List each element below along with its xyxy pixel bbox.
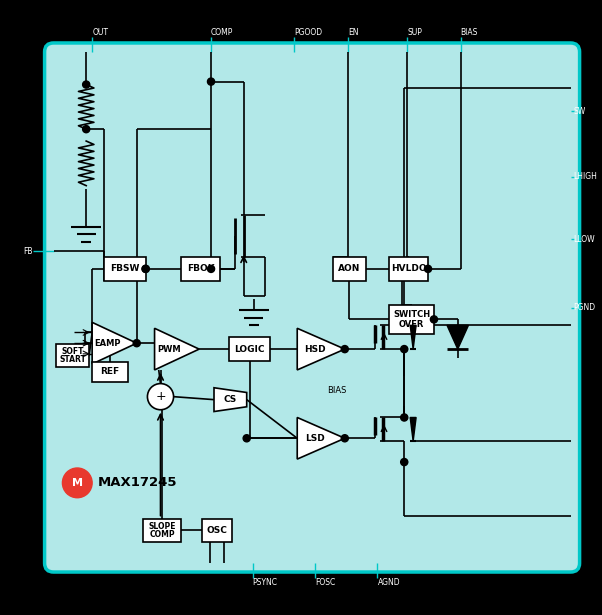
Text: BIAS: BIAS [461, 28, 478, 37]
Text: SWITCH: SWITCH [393, 310, 430, 319]
Polygon shape [92, 322, 137, 364]
FancyBboxPatch shape [57, 344, 89, 367]
Text: SOFT: SOFT [61, 347, 84, 356]
Circle shape [82, 125, 90, 133]
Text: M: M [72, 478, 83, 488]
Text: LHIGH: LHIGH [574, 172, 598, 181]
Circle shape [341, 435, 349, 442]
Circle shape [142, 265, 149, 272]
FancyBboxPatch shape [202, 518, 232, 542]
Text: PGOOD: PGOOD [294, 28, 323, 37]
Circle shape [401, 459, 408, 466]
Polygon shape [155, 328, 199, 370]
Circle shape [208, 78, 214, 85]
Text: FB: FB [23, 247, 33, 255]
Text: FBSW: FBSW [110, 264, 140, 273]
Text: START: START [60, 355, 86, 364]
Text: PSYNC: PSYNC [253, 578, 278, 587]
FancyBboxPatch shape [143, 518, 181, 542]
Polygon shape [297, 328, 345, 370]
Text: PWM: PWM [158, 344, 181, 354]
Polygon shape [410, 418, 416, 441]
Text: BIAS: BIAS [327, 386, 346, 395]
Circle shape [430, 316, 438, 323]
Text: FOSC: FOSC [315, 578, 335, 587]
FancyBboxPatch shape [104, 257, 146, 281]
Text: COMP: COMP [211, 28, 234, 37]
Circle shape [401, 346, 408, 352]
Text: MAX17245: MAX17245 [98, 477, 178, 490]
FancyBboxPatch shape [92, 362, 128, 382]
Text: OVER: OVER [399, 320, 424, 328]
Circle shape [147, 384, 173, 410]
Text: EN: EN [348, 28, 358, 37]
Circle shape [82, 81, 90, 88]
FancyBboxPatch shape [333, 257, 365, 281]
FancyBboxPatch shape [181, 257, 220, 281]
Text: AON: AON [338, 264, 361, 273]
FancyBboxPatch shape [389, 304, 434, 334]
FancyBboxPatch shape [229, 337, 270, 361]
Text: REF: REF [101, 368, 120, 376]
Text: PGND: PGND [574, 303, 596, 312]
Text: LLOW: LLOW [574, 235, 595, 244]
Circle shape [341, 346, 349, 352]
Text: CS: CS [224, 395, 237, 404]
Circle shape [243, 435, 250, 442]
Polygon shape [447, 325, 468, 349]
Text: EAMP: EAMP [94, 339, 120, 347]
Circle shape [133, 339, 140, 347]
FancyBboxPatch shape [45, 43, 580, 572]
Text: SW: SW [574, 107, 586, 116]
Circle shape [401, 414, 408, 421]
Text: OSC: OSC [206, 526, 228, 535]
Text: LSD: LSD [305, 434, 325, 443]
FancyBboxPatch shape [389, 257, 428, 281]
Polygon shape [410, 325, 416, 349]
Text: LOGIC: LOGIC [234, 344, 265, 354]
Text: OUT: OUT [92, 28, 108, 37]
Polygon shape [214, 387, 247, 411]
Text: HSD: HSD [304, 344, 326, 354]
Text: AGND: AGND [377, 578, 400, 587]
Text: COMP: COMP [149, 530, 175, 539]
Text: SLOPE: SLOPE [148, 522, 176, 531]
Text: +: + [155, 390, 166, 403]
Circle shape [208, 265, 214, 272]
Circle shape [142, 265, 149, 272]
Text: HVLDO: HVLDO [391, 264, 426, 273]
Circle shape [63, 468, 92, 498]
Text: SUP: SUP [407, 28, 422, 37]
Circle shape [424, 265, 432, 272]
Text: FBOK: FBOK [187, 264, 214, 273]
Polygon shape [297, 418, 345, 459]
